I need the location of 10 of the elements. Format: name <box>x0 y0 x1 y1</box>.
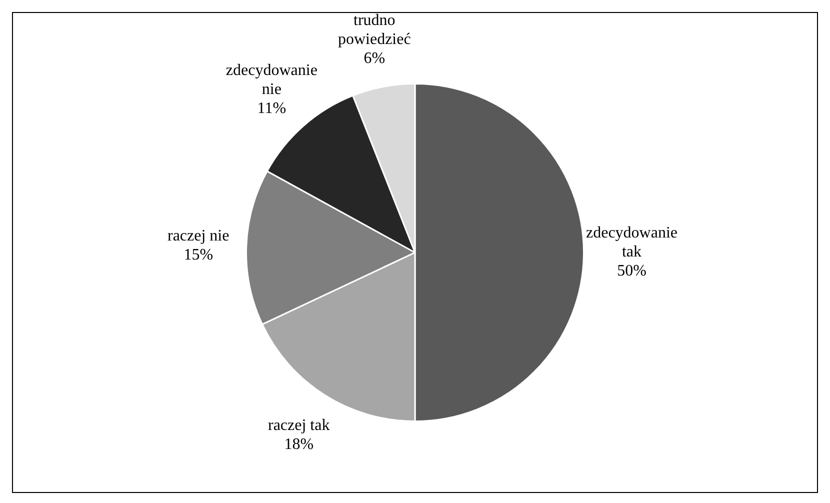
slice-label: zdecydowanie nie <box>226 62 318 98</box>
slice-label: raczej nie <box>167 227 230 244</box>
slice-label: trudno powiedzieć <box>338 12 411 48</box>
data-label: 50% <box>617 262 646 280</box>
data-label: 15% <box>184 246 214 264</box>
slice-label: raczej tak <box>268 417 330 434</box>
slice-label: zdecydowanie tak <box>586 224 678 261</box>
data-label: 11% <box>257 100 286 118</box>
data-label: 6% <box>364 50 386 67</box>
data-label: 18% <box>284 436 314 454</box>
